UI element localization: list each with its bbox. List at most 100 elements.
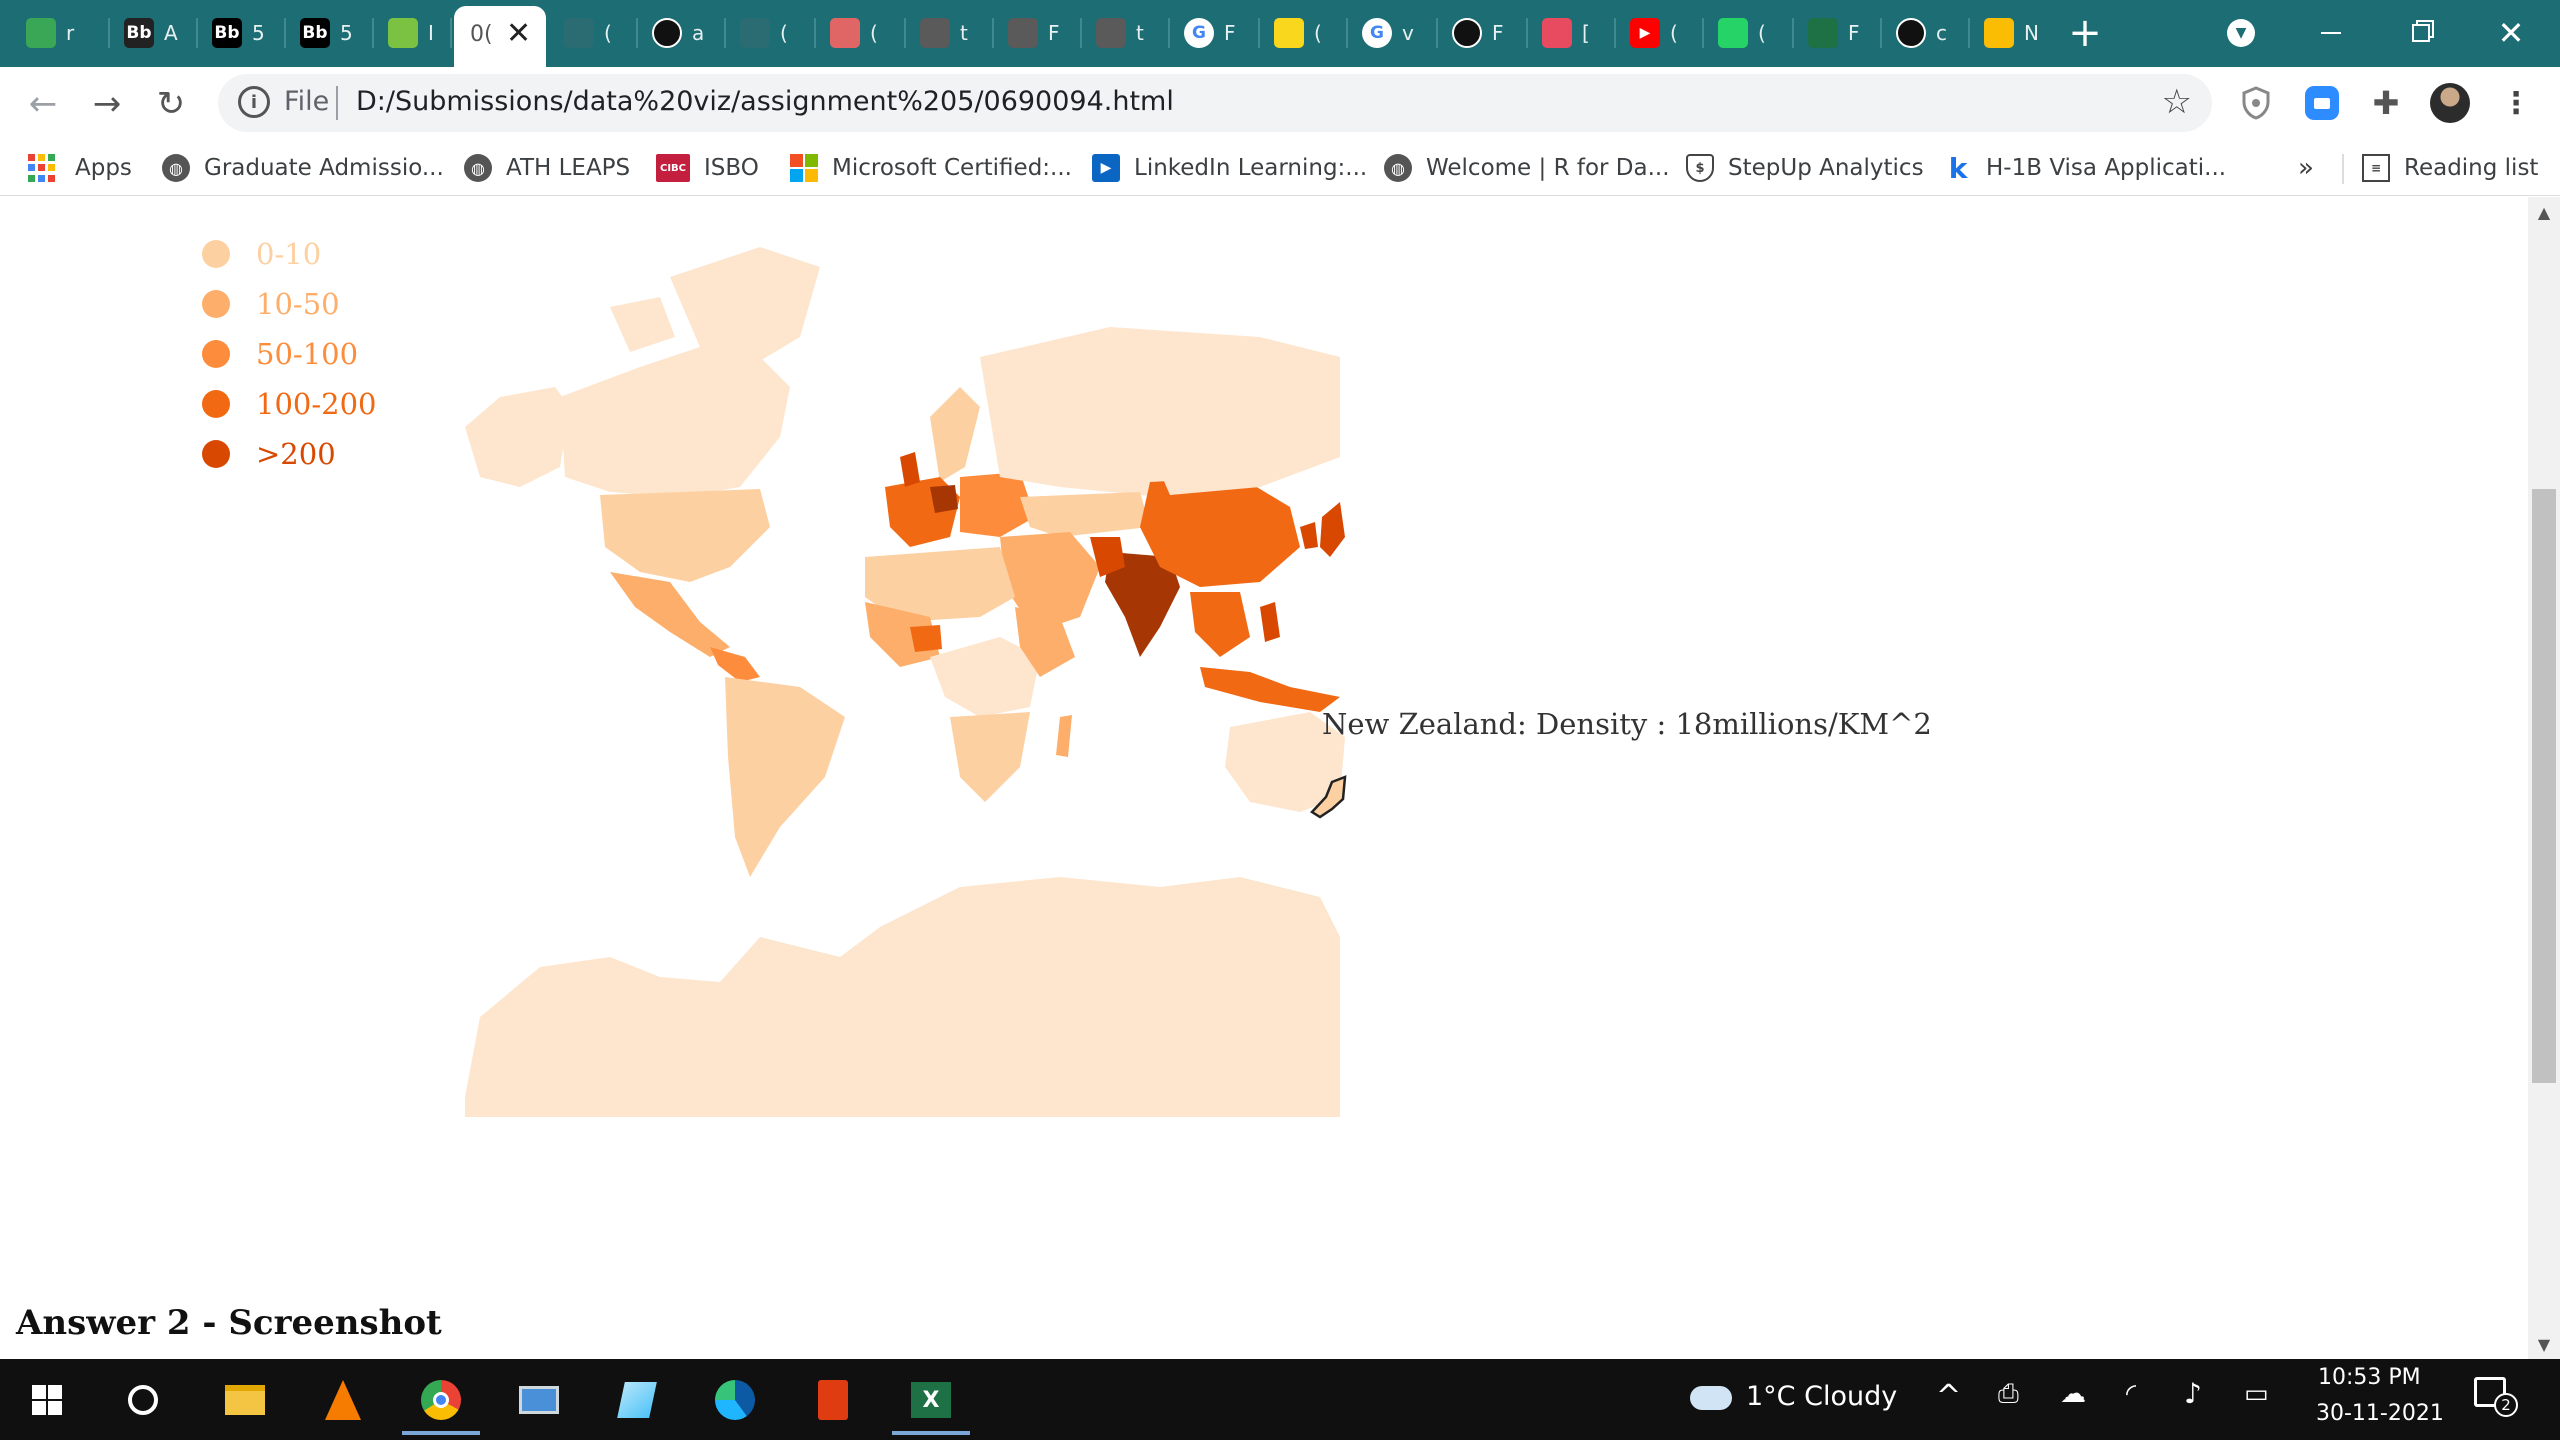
map-region-india[interactable]: [1105, 552, 1180, 657]
taskbar-excel[interactable]: X: [892, 1365, 970, 1435]
onedrive-warning-icon[interactable]: ☁: [2060, 1379, 2086, 1409]
taskbar-vlc[interactable]: [304, 1365, 382, 1435]
url-text[interactable]: D:/Submissions/data%20viz/assignment%205…: [356, 86, 1174, 117]
restore-button[interactable]: [2386, 8, 2456, 58]
meet-now-icon[interactable]: ⎙: [1998, 1379, 2019, 1409]
map-region-mongolia[interactable]: [1160, 465, 1260, 495]
clock-date[interactable]: 30-11-2021: [2316, 1401, 2444, 1426]
tab-22[interactable]: N: [1972, 8, 2038, 58]
tab-6[interactable]: (: [552, 8, 618, 58]
battery-icon[interactable]: ▭: [2244, 1379, 2269, 1409]
search-button[interactable]: [104, 1365, 182, 1435]
volume-icon[interactable]: ♪: [2184, 1377, 2202, 1410]
tab-7[interactable]: a: [640, 8, 706, 58]
forward-button[interactable]: →: [84, 81, 130, 127]
tab-4[interactable]: I: [376, 8, 442, 58]
map-region-philippines[interactable]: [1260, 602, 1280, 642]
zoom-extension-button[interactable]: [2302, 83, 2342, 123]
map-region-arctic-islands[interactable]: [610, 297, 675, 352]
bookmark-h1b-visa[interactable]: k H-1B Visa Applicati...: [1944, 150, 2226, 186]
map-region-central-africa[interactable]: [930, 637, 1040, 717]
tab-8[interactable]: (: [728, 8, 794, 58]
map-region-china[interactable]: [1140, 477, 1300, 587]
notification-center-button[interactable]: 2: [2474, 1377, 2518, 1417]
map-region-east-africa[interactable]: [1015, 607, 1075, 677]
map-region-russia[interactable]: [980, 327, 1340, 497]
bookmark-r-for-data-science[interactable]: ◍ Welcome | R for Da...: [1384, 150, 1670, 186]
close-window-button[interactable]: ✕: [2476, 8, 2546, 58]
tab-18[interactable]: ▶(: [1618, 8, 1684, 58]
map-region-germany[interactable]: [930, 485, 958, 513]
taskbar-file-explorer[interactable]: [206, 1365, 284, 1435]
map-region-antarctica[interactable]: [465, 877, 1340, 1117]
tab-9[interactable]: (: [818, 8, 884, 58]
tab-20[interactable]: F: [1796, 8, 1862, 58]
tab-11[interactable]: F: [996, 8, 1062, 58]
map-region-eastern-europe[interactable]: [960, 472, 1035, 537]
bookmark-apps[interactable]: Apps: [28, 150, 132, 186]
map-region-uk[interactable]: [900, 452, 920, 487]
new-tab-button[interactable]: +: [2068, 10, 2102, 56]
tab-10[interactable]: t: [908, 8, 974, 58]
back-button[interactable]: ←: [20, 81, 66, 127]
extensions-button[interactable]: ✚: [2366, 83, 2406, 123]
bookmark-stepup-analytics[interactable]: $ StepUp Analytics: [1686, 150, 1924, 186]
tab-19[interactable]: (: [1706, 8, 1772, 58]
map-region-southeast-asia[interactable]: [1190, 592, 1250, 657]
world-density-map[interactable]: [460, 237, 1350, 1127]
page-scrollbar[interactable]: ▲ ▼: [2528, 197, 2560, 1359]
taskbar-notes[interactable]: [598, 1365, 676, 1435]
tab-21[interactable]: c: [1884, 8, 1950, 58]
map-region-canada[interactable]: [560, 347, 790, 497]
bookmarks-overflow-button[interactable]: »: [2298, 153, 2314, 183]
map-region-southern-africa[interactable]: [950, 712, 1030, 802]
reading-list-button[interactable]: ≡ Reading list: [2362, 150, 2538, 186]
map-region-central-america[interactable]: [710, 647, 760, 682]
map-region-japan[interactable]: [1320, 502, 1345, 557]
taskbar-edge[interactable]: [696, 1365, 774, 1435]
map-region-new-zealand[interactable]: [1310, 775, 1347, 819]
map-region-central-asia[interactable]: [1020, 492, 1150, 537]
map-region-alaska[interactable]: [465, 387, 570, 487]
bookmark-star-icon[interactable]: ☆: [2161, 82, 2192, 122]
tab-0[interactable]: r: [14, 8, 80, 58]
profile-button[interactable]: [2430, 83, 2470, 123]
map-region-madagascar[interactable]: [1056, 715, 1072, 757]
map-region-indonesia[interactable]: [1200, 667, 1340, 712]
tab-1[interactable]: Bb A: [112, 8, 178, 58]
weather-widget[interactable]: 1°C Cloudy: [1690, 1381, 1897, 1412]
map-region-mexico[interactable]: [610, 572, 730, 657]
map-region-scandinavia[interactable]: [930, 387, 980, 482]
extension-shield-button[interactable]: [2236, 83, 2276, 123]
map-region-north-africa[interactable]: [865, 547, 1015, 622]
bookmark-graduate-admissions[interactable]: ◍ Graduate Admissio...: [162, 150, 444, 186]
map-region-nigeria[interactable]: [910, 625, 942, 652]
clock-time[interactable]: 10:53 PM: [2318, 1365, 2421, 1390]
chrome-menu-button[interactable]: ⋮: [2496, 83, 2536, 123]
bookmark-ath-leaps[interactable]: ◍ ATH LEAPS: [464, 150, 630, 186]
address-bar[interactable]: i File D:/Submissions/data%20viz/assignm…: [218, 74, 2212, 132]
active-tab[interactable]: 0( ✕: [454, 6, 546, 67]
tab-search-button[interactable]: ▼: [2206, 8, 2276, 58]
scroll-down-arrow-icon[interactable]: ▼: [2537, 1334, 2551, 1354]
tab-2[interactable]: Bb 5: [200, 8, 266, 58]
site-info-icon[interactable]: i: [238, 86, 270, 118]
map-region-pakistan[interactable]: [1090, 537, 1125, 577]
taskbar-remote-desktop[interactable]: [500, 1365, 578, 1435]
start-button[interactable]: [8, 1365, 86, 1435]
map-region-usa[interactable]: [600, 489, 770, 582]
reload-button[interactable]: ↻: [148, 81, 194, 127]
map-region-greenland[interactable]: [670, 247, 820, 367]
tab-3[interactable]: Bb 5: [288, 8, 354, 58]
map-region-middle-east[interactable]: [1000, 532, 1100, 632]
map-region-south-america[interactable]: [725, 677, 845, 877]
minimize-button[interactable]: [2296, 8, 2366, 58]
tab-12[interactable]: t: [1084, 8, 1150, 58]
close-tab-icon[interactable]: ✕: [506, 16, 532, 51]
scroll-thumb[interactable]: [2532, 489, 2556, 1083]
tab-14[interactable]: (: [1262, 8, 1328, 58]
map-region-australia[interactable]: [1225, 712, 1345, 812]
taskbar-office[interactable]: [794, 1365, 872, 1435]
